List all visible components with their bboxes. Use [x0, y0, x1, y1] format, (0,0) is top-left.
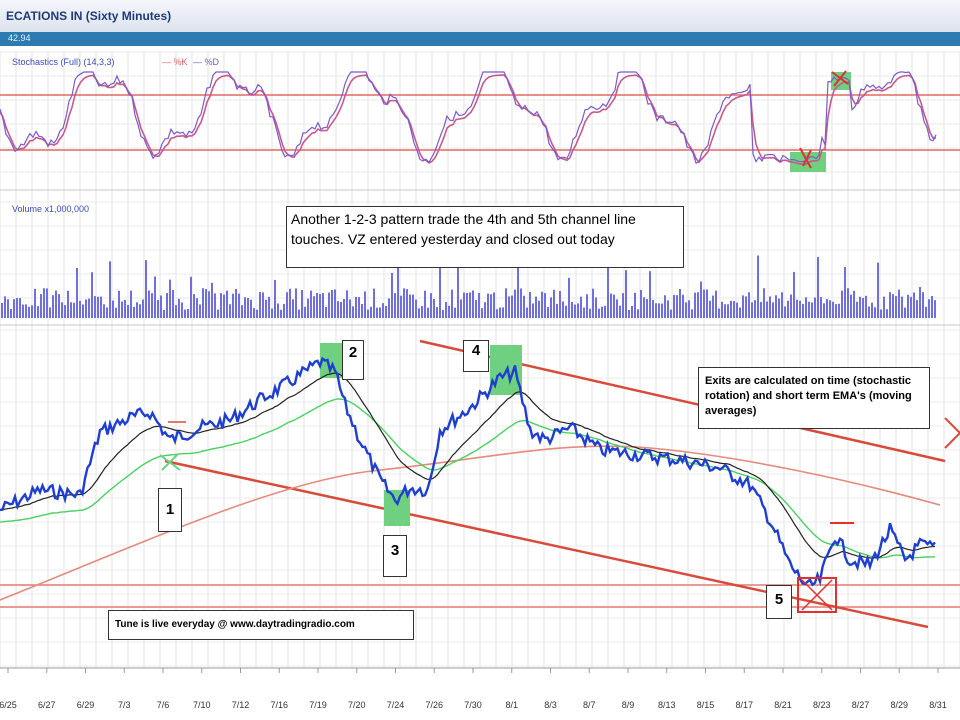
- annotation-label-2: 2: [342, 340, 364, 380]
- x-tick-label: 8/17: [735, 700, 753, 710]
- annotation-label-1: 1: [158, 488, 182, 532]
- black-moving-average: [0, 372, 936, 559]
- annotation-label-5: 5: [766, 585, 792, 619]
- annotation-label-3: 3: [383, 535, 407, 577]
- entry-cross-5: [801, 579, 833, 611]
- x-tick-label: 7/20: [348, 700, 366, 710]
- callout-main: Another 1-2-3 pattern trade the 4th and …: [286, 206, 684, 268]
- x-tick-label: 7/24: [387, 700, 405, 710]
- x-tick-label: 8/15: [697, 700, 715, 710]
- x-tick-label: 8/29: [890, 700, 908, 710]
- price-series: [0, 356, 936, 587]
- callout-tune: Tune is live everyday @ www.daytradingra…: [108, 610, 414, 640]
- x-tick-label: 8/27: [852, 700, 870, 710]
- callout-tune-text: Tune is live everyday @ www.daytradingra…: [115, 619, 355, 630]
- x-tick-label: 7/12: [232, 700, 250, 710]
- arrow-mark: [944, 417, 960, 449]
- stochastic-d-legend: — %D: [193, 57, 220, 67]
- x-tick-label: 7/16: [270, 700, 288, 710]
- x-tick-label: 7/6: [157, 700, 170, 710]
- x-tick-label: 7/19: [309, 700, 327, 710]
- x-tick-label: 7/10: [193, 700, 211, 710]
- volume-bars: [1, 249, 936, 318]
- annotation-label-4: 4: [463, 340, 489, 372]
- x-tick-label: 8/9: [622, 700, 635, 710]
- stochastic-d-line: [0, 74, 937, 166]
- window-titlebar: ECATIONS IN (Sixty Minutes): [0, 0, 960, 33]
- x-axis-labels: 6/25 6/27 6/29 7/3 7/6 7/10 7/12 7/16 7/19 7/20 7/…: [0, 668, 947, 710]
- x-tick-label: 7/30: [464, 700, 482, 710]
- long-moving-average: [0, 445, 941, 601]
- chart-grid: [0, 51, 960, 669]
- stochastic-k-legend: — %K: [162, 57, 188, 67]
- x-tick-label: 8/3: [544, 700, 557, 710]
- entry-box-5: [797, 577, 837, 613]
- x-tick-label: 6/25: [0, 700, 17, 710]
- stochastic-sell-mark: [831, 70, 849, 87]
- callout-exits-text: Exits are calculated on time (stochastic…: [705, 375, 912, 417]
- x-tick-label: 8/21: [774, 700, 792, 710]
- x-tick-label: 8/31: [929, 700, 947, 710]
- price-readout: 42.94: [8, 33, 31, 43]
- lower-channel-line: [164, 459, 929, 629]
- info-bar: 42.94: [0, 32, 960, 46]
- price-chart: Stochastics (Full) (14,3,3) — %K — %D Vo…: [0, 51, 960, 710]
- window-title: ECATIONS IN (Sixty Minutes): [6, 9, 172, 23]
- stochastic-title: Stochastics (Full) (14,3,3): [12, 57, 115, 67]
- x-tick-label: 7/26: [425, 700, 443, 710]
- highlight-point-3: [384, 490, 410, 526]
- callout-exits: Exits are calculated on time (stochastic…: [698, 367, 930, 429]
- x-tick-label: 8/7: [583, 700, 596, 710]
- green-moving-average: [0, 398, 936, 559]
- volume-title: Volume x1,000,000: [12, 204, 89, 214]
- x-tick-label: 8/23: [813, 700, 831, 710]
- x-tick-label: 8/1: [505, 700, 518, 710]
- highlight-point-2: [320, 343, 342, 378]
- x-tick-label: 6/29: [77, 700, 95, 710]
- x-tick-label: 6/27: [38, 700, 56, 710]
- x-tick-label: 8/13: [658, 700, 676, 710]
- stochastic-k-line: [0, 71, 937, 164]
- point-1-mark: [159, 453, 181, 471]
- callout-main-text: Another 1-2-3 pattern trade the 4th and …: [291, 211, 636, 247]
- stochastic-buy-mark: [799, 147, 812, 169]
- x-tick-label: 7/3: [118, 700, 131, 710]
- stochastic-sell-highlight: [831, 72, 851, 90]
